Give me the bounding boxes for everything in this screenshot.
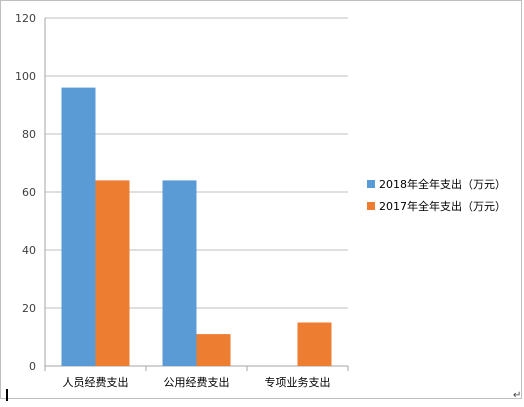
legend-swatch: [367, 202, 375, 210]
y-tick-label: 60: [22, 186, 36, 199]
y-tick-label: 100: [15, 70, 36, 83]
y-tick-label: 0: [29, 360, 36, 373]
text-cursor: [6, 389, 8, 401]
x-category-label: 公用经费支出: [164, 375, 230, 389]
y-tick-label: 40: [22, 244, 36, 257]
paragraph-return-mark: ↵: [513, 390, 522, 401]
y-tick-label: 120: [15, 12, 36, 25]
bar-series-2: [196, 334, 231, 366]
tick-labels: 0 20 40 60 80 100 120 人员经费支出 公用经费支出 专项业务支出: [15, 12, 331, 389]
legend-label: 2017年全年支出（万元）: [379, 199, 506, 213]
bar-series-2: [95, 180, 130, 366]
y-tick-label: 20: [22, 302, 36, 315]
y-tick-label: 80: [22, 128, 36, 141]
legend-label: 2018年全年支出（万元）: [379, 177, 506, 191]
x-category-label: 人员经费支出: [63, 375, 129, 389]
bar-series-1: [61, 87, 96, 366]
bar-series-1: [162, 180, 197, 366]
x-category-label: 专项业务支出: [265, 375, 331, 389]
legend: 2018年全年支出（万元） 2017年全年支出（万元）: [367, 177, 506, 213]
bar-series-2: [297, 322, 332, 366]
legend-swatch: [367, 180, 375, 188]
bars: [61, 87, 332, 366]
